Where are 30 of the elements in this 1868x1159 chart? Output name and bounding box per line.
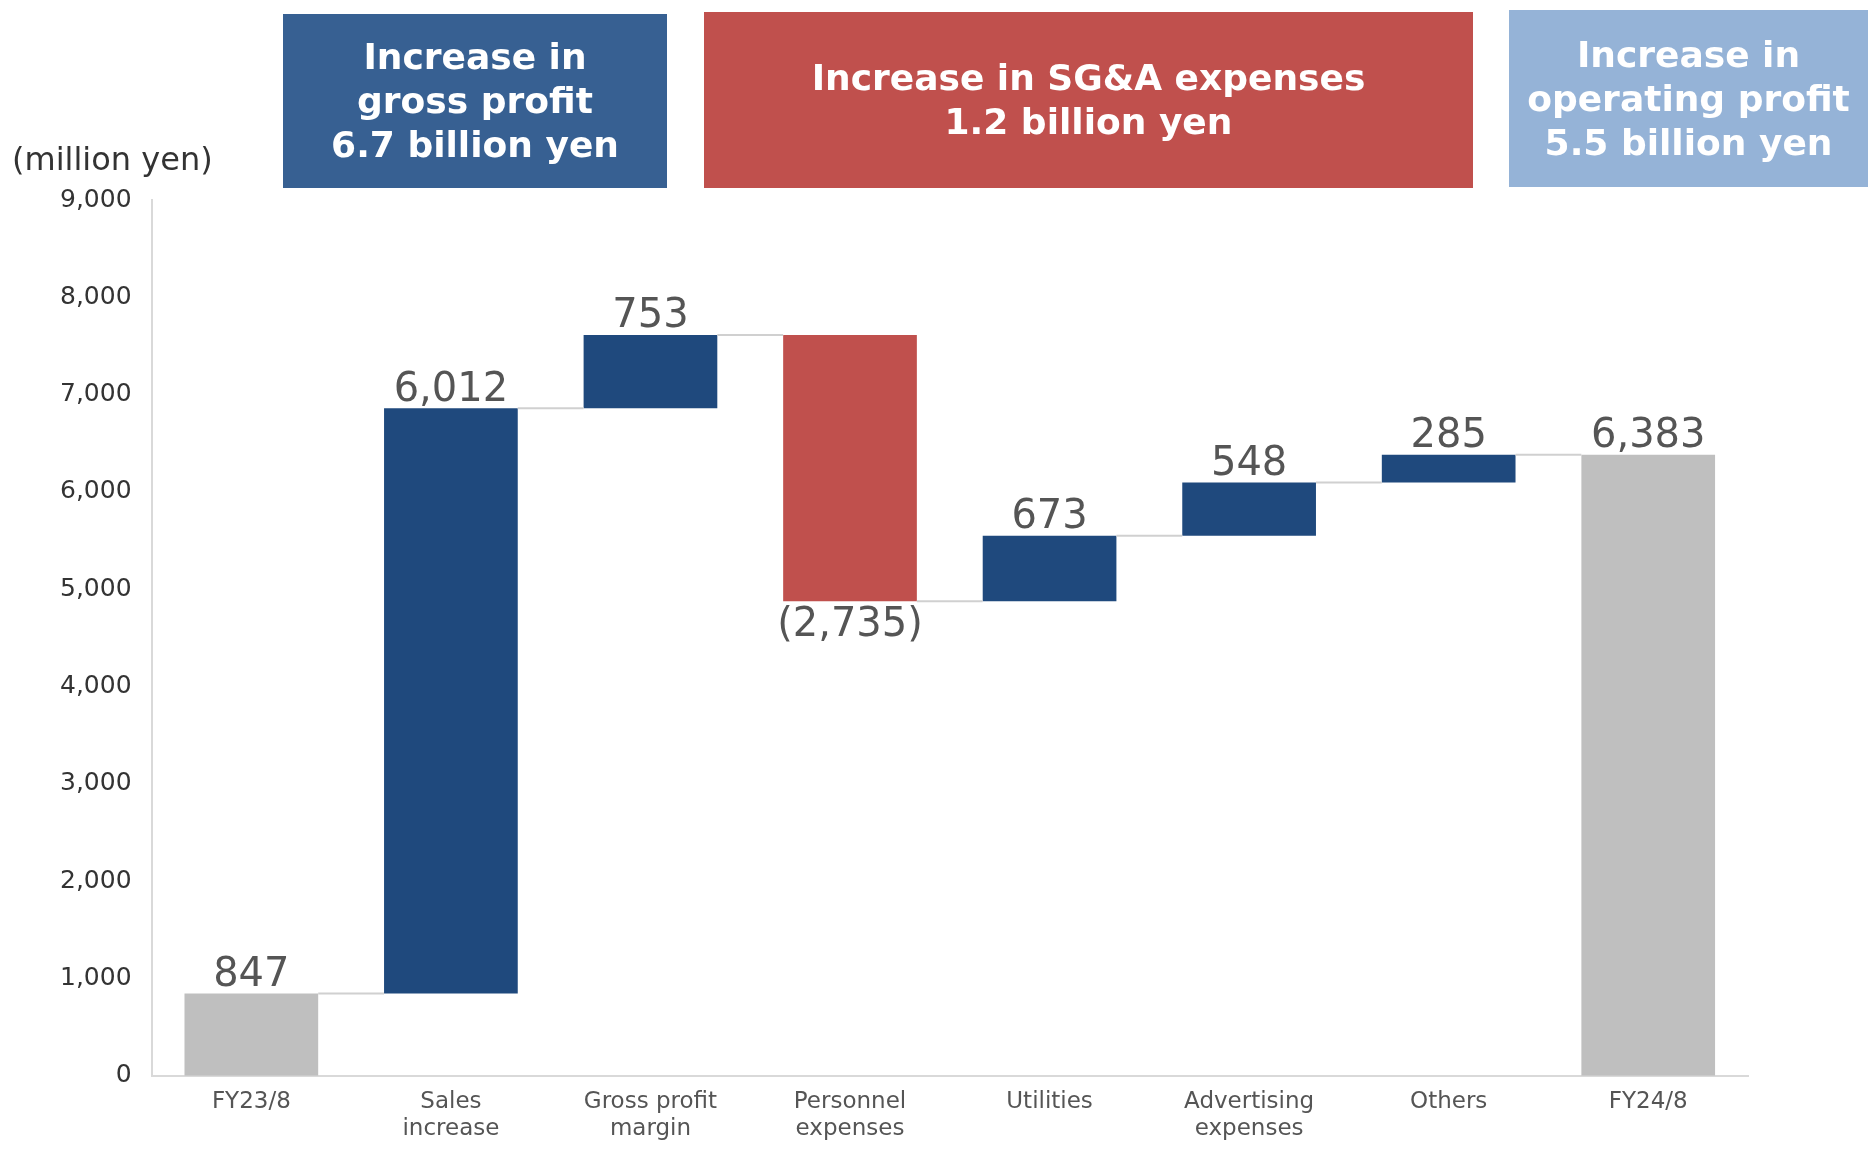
data-label: 6,383 bbox=[1590, 410, 1706, 457]
x-tick-label: Advertising expenses bbox=[1184, 1086, 1315, 1141]
x-tick-label: FY24/8 bbox=[1608, 1086, 1688, 1113]
y-tick-label: 9,000 bbox=[59, 183, 132, 213]
x-tick-label: Personnel expenses bbox=[793, 1086, 907, 1141]
y-tick-label: 1,000 bbox=[59, 961, 132, 991]
y-tick-label: 6,000 bbox=[59, 475, 132, 505]
data-label: (2,735) bbox=[777, 598, 923, 645]
y-tick-label: 7,000 bbox=[59, 378, 132, 408]
x-tick-label: Utilities bbox=[1006, 1086, 1093, 1113]
data-label: 753 bbox=[612, 290, 689, 337]
data-label: 847 bbox=[213, 948, 290, 995]
text: Increase in gross profit 6.7 billion yen bbox=[283, 14, 667, 188]
y-tick-label: 4,000 bbox=[59, 670, 132, 700]
y-axis-title: (million yen) bbox=[12, 140, 213, 178]
x-tick-label: FY23/8 bbox=[211, 1086, 291, 1113]
y-tick-label: 3,000 bbox=[59, 767, 132, 797]
y-tick-label: 2,000 bbox=[59, 864, 132, 894]
text: Increase in SG&A expenses 1.2 billion yen bbox=[704, 12, 1473, 188]
data-label: 6,012 bbox=[393, 363, 509, 410]
x-tick-label: Others bbox=[1410, 1086, 1488, 1113]
y-tick-label: 0 bbox=[115, 1059, 132, 1089]
x-tick-label: Gross profit margin bbox=[583, 1086, 718, 1141]
x-tick-label: Sales increase bbox=[402, 1086, 500, 1141]
data-label: 673 bbox=[1011, 491, 1088, 538]
y-tick-label: 8,000 bbox=[59, 280, 132, 310]
data-label: 285 bbox=[1410, 410, 1487, 457]
text: Increase in operating profit 5.5 billion yen bbox=[1509, 10, 1868, 187]
data-label: 548 bbox=[1210, 437, 1288, 484]
y-tick-label: 5,000 bbox=[59, 572, 132, 602]
